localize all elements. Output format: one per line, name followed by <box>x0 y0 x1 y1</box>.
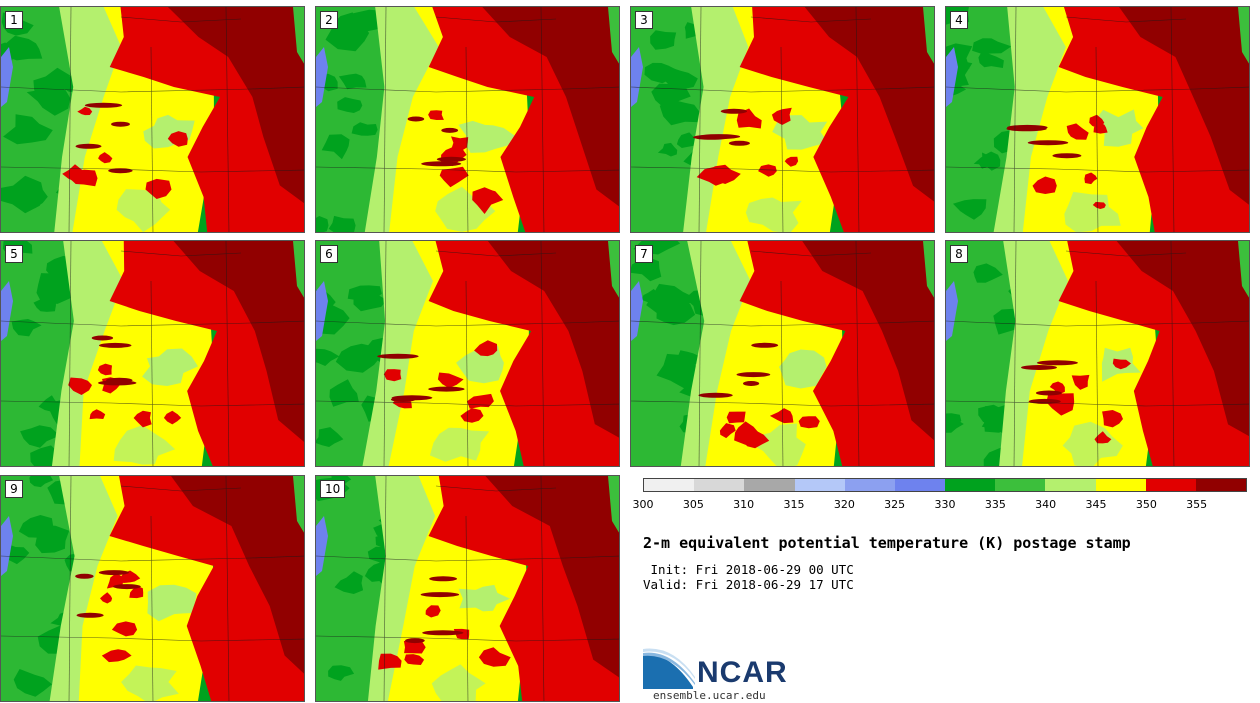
valid-time: Valid: Fri 2018-06-29 17 UTC <box>643 577 854 592</box>
ncar-logo: NCAR ensemble.ucar.edu <box>643 645 803 702</box>
colorbar-swatch <box>995 479 1046 491</box>
member-number-label: 1 <box>5 11 23 29</box>
member-number-label: 2 <box>320 11 338 29</box>
colorbar-swatch <box>644 479 695 491</box>
member-number-label: 3 <box>635 11 653 29</box>
colorbar-tick-label: 345 <box>1085 498 1107 511</box>
colorbar-swatch <box>744 479 795 491</box>
ensemble-member-panel: 8 <box>945 240 1250 467</box>
member-number-label: 8 <box>950 245 968 263</box>
theta-e-map <box>946 241 1249 466</box>
colorbar-tick-label: 315 <box>783 498 805 511</box>
colorbar-tick-label: 310 <box>733 498 755 511</box>
colorbar-swatch <box>694 479 745 491</box>
colorbar-tick-label: 350 <box>1135 498 1157 511</box>
theta-e-map <box>1 241 304 466</box>
ensemble-member-panel: 4 <box>945 6 1250 233</box>
colorbar-swatch <box>794 479 845 491</box>
ensemble-member-panel: 5 <box>0 240 305 467</box>
colorbar-tick-labels: 300 305 310 315 320 325 330 335 340 345 350 355 <box>633 498 1247 512</box>
ncar-logo-icon <box>643 648 695 689</box>
ensemble-member-panel: 6 <box>315 240 620 467</box>
theta-e-map <box>631 241 934 466</box>
time-info: Init: Fri 2018-06-29 00 UTC Valid: Fri 20… <box>643 562 854 592</box>
colorbar-tick-label: 340 <box>1035 498 1057 511</box>
theta-e-map <box>316 7 619 232</box>
colorbar-tick-label: 300 <box>632 498 654 511</box>
colorbar-tick-label: 355 <box>1186 498 1208 511</box>
theta-e-map <box>316 241 619 466</box>
theta-e-map <box>946 7 1249 232</box>
colorbar-tick-label: 305 <box>682 498 704 511</box>
member-number-label: 10 <box>320 480 346 498</box>
ensemble-member-panel: 3 <box>630 6 935 233</box>
colorbar-tick-label: 335 <box>984 498 1006 511</box>
colorbar-tick-label: 330 <box>934 498 956 511</box>
colorbar-tick-label: 325 <box>884 498 906 511</box>
theta-e-map <box>316 476 619 701</box>
member-number-label: 6 <box>320 245 338 263</box>
colorbar <box>643 478 1247 492</box>
colorbar-swatch <box>1045 479 1096 491</box>
init-time: Init: Fri 2018-06-29 00 UTC <box>643 562 854 577</box>
site-url: ensemble.ucar.edu <box>653 689 766 702</box>
ensemble-member-panel: 9 <box>0 475 305 702</box>
ensemble-member-panel: 1 <box>0 6 305 233</box>
colorbar-swatch <box>1095 479 1146 491</box>
ensemble-member-panel: 2 <box>315 6 620 233</box>
colorbar-swatch <box>1195 479 1247 491</box>
ensemble-member-panel: 7 <box>630 240 935 467</box>
colorbar-swatch <box>844 479 895 491</box>
colorbar-tick-label: 320 <box>833 498 855 511</box>
member-number-label: 5 <box>5 245 23 263</box>
ensemble-member-panel: 10 <box>315 475 620 702</box>
plot-title: 2-m equivalent potential temperature (K)… <box>643 534 1131 552</box>
member-number-label: 7 <box>635 245 653 263</box>
colorbar-swatch <box>945 479 996 491</box>
colorbar-swatch <box>894 479 946 491</box>
member-number-label: 4 <box>950 11 968 29</box>
theta-e-map <box>1 476 304 701</box>
ncar-wordmark: NCAR <box>697 656 788 689</box>
theta-e-map <box>1 7 304 232</box>
colorbar-swatch <box>1145 479 1196 491</box>
member-number-label: 9 <box>5 480 23 498</box>
theta-e-map <box>631 7 934 232</box>
